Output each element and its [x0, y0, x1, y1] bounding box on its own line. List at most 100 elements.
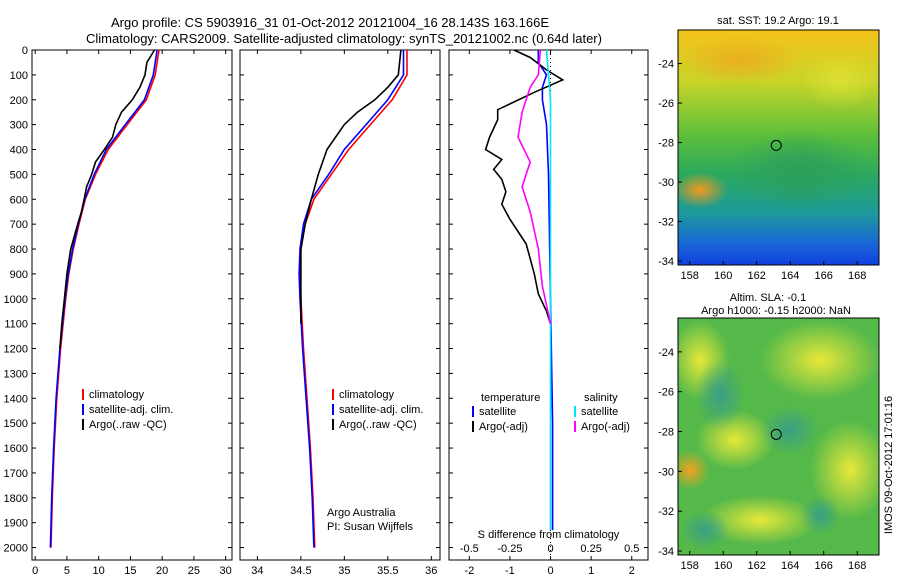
y-tick-label: 100 — [10, 70, 28, 82]
map-x-tick-label: 162 — [748, 560, 766, 572]
x-tick-label: 34 — [251, 565, 263, 577]
x-tick-label: 15 — [124, 565, 136, 577]
map-x-tick-label: 158 — [681, 270, 699, 282]
y-tick-label: 1000 — [4, 294, 28, 306]
series-line — [484, 49, 565, 324]
map-y-tick-label: -32 — [658, 217, 674, 229]
plot-frame — [31, 49, 233, 561]
map-x-tick-label: 164 — [781, 270, 799, 282]
legend-label: Argo(..raw -QC) — [89, 419, 167, 431]
x-tick-label: 34.5 — [290, 565, 311, 577]
map-x-tick-label: 166 — [815, 270, 833, 282]
x-tick-label: 30 — [220, 565, 232, 577]
x-tick-label: 0 — [32, 565, 38, 577]
x-tick-label: 1 — [588, 565, 594, 577]
map-y-tick-label: -30 — [658, 466, 674, 478]
map-x-tick-label: 160 — [714, 270, 732, 282]
map-x-tick-label: 158 — [681, 560, 699, 572]
map-x-tick-label: 160 — [714, 560, 732, 572]
s-tick-label: 0.5 — [624, 543, 639, 555]
legend-label: satellite — [479, 406, 516, 418]
x-tick-label: 5 — [64, 565, 70, 577]
map-y-tick-label: -24 — [658, 59, 674, 71]
y-tick-label: 0 — [22, 45, 28, 57]
difference-panel: -2-1012T difference from climatology-0.5… — [448, 49, 649, 585]
legend-label: Argo(-adj) — [581, 421, 630, 433]
map-x-tick-label: 162 — [748, 270, 766, 282]
sst-map: sat. SST: 19.2 Argo: 19.1 158 160 162 164 16… — [658, 15, 880, 282]
header-line-1: Argo profile: CS 5903916_31 01-Oct-2012 … — [111, 15, 549, 30]
series-line — [49, 49, 158, 548]
y-tick-label: 2000 — [4, 543, 28, 555]
series-line — [59, 49, 156, 349]
credit-annotation: PI: Susan Wijffels — [327, 521, 413, 533]
y-tick-label: 1400 — [4, 393, 28, 405]
legend-title-temperature: temperature — [481, 392, 540, 404]
y-tick-label: 200 — [10, 95, 28, 107]
map-y-tick-label: -28 — [658, 427, 674, 439]
legend-title-salinity: salinity — [584, 392, 618, 404]
salinity-panel: 3434.53535.536salinityclimatologysatelli… — [239, 49, 441, 585]
legend-label: climatology — [89, 389, 145, 401]
x-tick-label: 20 — [156, 565, 168, 577]
map-y-tick-label: -24 — [658, 347, 674, 359]
legend-label: climatology — [339, 389, 395, 401]
series-line — [298, 50, 405, 548]
legend-label: Argo(-adj) — [479, 421, 528, 433]
s-axis-label: S difference from climatology — [478, 529, 620, 541]
s-tick-label: 0.25 — [580, 543, 601, 555]
x-tick-label: -1 — [505, 565, 515, 577]
y-tick-label: 1800 — [4, 493, 28, 505]
x-tick-label: 35 — [338, 565, 350, 577]
series-line — [517, 49, 552, 324]
sst-map-axes: 158 160 162 164 166 168 -24 -26 -28 -30 -32 -34 — [658, 59, 866, 282]
y-tick-label: 300 — [10, 120, 28, 132]
imos-timestamp: IMOS 09-Oct-2012 17:01:16 — [883, 396, 895, 534]
argo-float-marker-sla — [770, 428, 782, 440]
x-tick-label: 10 — [93, 565, 105, 577]
sst-heatmap-field — [678, 30, 879, 265]
sst-map-title: sat. SST: 19.2 Argo: 19.1 — [717, 15, 839, 27]
series-line — [50, 49, 160, 548]
x-tick-label: -2 — [464, 565, 474, 577]
legend-label: satellite — [581, 406, 618, 418]
y-tick-label: 1200 — [4, 344, 28, 356]
map-y-tick-label: -34 — [658, 546, 674, 558]
x-tick-label: 0 — [547, 565, 553, 577]
legend-label: satellite-adj. clim. — [89, 404, 173, 416]
map-y-tick-label: -28 — [658, 138, 674, 150]
y-tick-label: 1100 — [4, 319, 28, 331]
map-x-tick-label: 164 — [781, 560, 799, 572]
x-tick-label: 36 — [425, 565, 437, 577]
y-tick-label: 1600 — [4, 443, 28, 455]
y-tick-label: 500 — [10, 169, 28, 181]
x-tick-label: 25 — [188, 565, 200, 577]
map-x-tick-label: 168 — [848, 560, 866, 572]
series-line — [545, 49, 552, 531]
plot-frame — [448, 49, 649, 561]
y-tick-label: 600 — [10, 194, 28, 206]
credit-annotation: Argo Australia — [327, 507, 396, 519]
map-y-tick-label: -34 — [658, 256, 674, 268]
y-tick-label: 1900 — [4, 518, 28, 530]
temperature-panel: 0100200300400500600700800900100011001200… — [4, 45, 233, 585]
legend-label: satellite-adj. clim. — [339, 404, 423, 416]
y-tick-label: 1700 — [4, 468, 28, 480]
plot-frame — [239, 49, 441, 561]
x-tick-label: 2 — [629, 565, 635, 577]
map-y-tick-label: -26 — [658, 387, 674, 399]
y-tick-label: 700 — [10, 219, 28, 231]
legend-label: Argo(..raw -QC) — [339, 419, 417, 431]
s-tick-label: -0.25 — [497, 543, 522, 555]
map-x-tick-label: 166 — [815, 560, 833, 572]
y-tick-label: 1300 — [4, 368, 28, 380]
series-line — [300, 49, 402, 324]
sla-heatmap-field — [678, 318, 879, 555]
s-tick-label: -0.5 — [460, 543, 479, 555]
sla-map-title-2: Argo h1000: -0.15 h2000: NaN — [701, 305, 851, 317]
y-tick-label: 800 — [10, 244, 28, 256]
map-y-tick-label: -26 — [658, 98, 674, 110]
y-tick-label: 400 — [10, 145, 28, 157]
